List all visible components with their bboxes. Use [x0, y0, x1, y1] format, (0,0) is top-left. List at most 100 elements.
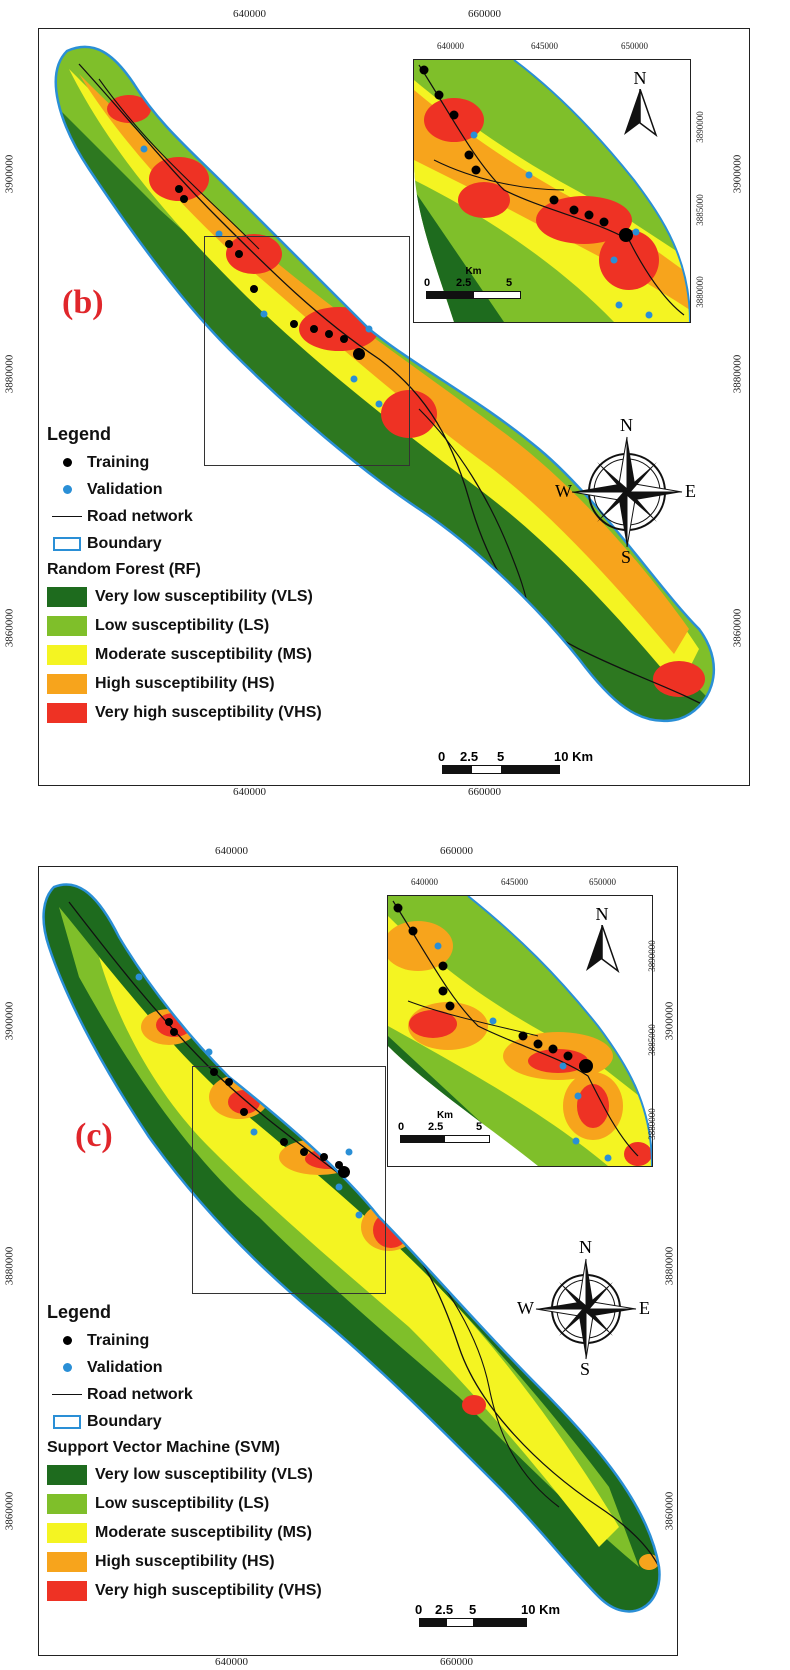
legend-model-title: Support Vector Machine (SVM) — [47, 1439, 280, 1456]
inset-y-tick: 3885000 — [694, 194, 705, 226]
x-tick-top: 640000 — [233, 8, 266, 20]
inset-y-tick: 3880000 — [646, 1108, 657, 1140]
legend-label: Validation — [87, 480, 163, 498]
scale-label: 10 Km — [554, 749, 594, 764]
inset-north-arrow: N — [584, 904, 620, 974]
scale-label: 2.5 — [460, 749, 479, 764]
x-tick-bottom: 660000 — [440, 1656, 473, 1668]
legend-item-boundary: Boundary — [47, 530, 322, 557]
inset-scale-label: 2.5 — [456, 277, 472, 289]
y-tick-left: 3860000 — [3, 608, 16, 648]
legend-class-hs: High susceptibility (HS) — [47, 1547, 322, 1576]
y-tick-right: 3900000 — [663, 1001, 676, 1041]
inset-extent-box — [192, 1066, 386, 1294]
compass-north: N — [620, 415, 633, 435]
inset-scale-label: 5 — [506, 277, 513, 289]
panel-label: (b) — [62, 284, 104, 321]
inset-x-tick: 640000 — [437, 41, 464, 51]
legend-label: Boundary — [87, 534, 162, 552]
legend: Legend Training Validation Road network … — [47, 424, 322, 727]
legend-title: Legend — [47, 1302, 112, 1322]
y-tick-right: 3860000 — [731, 608, 744, 648]
inset-y-tick: 3880000 — [694, 276, 705, 308]
scale-bar: 0 2.5 5 10 Km — [438, 749, 593, 774]
legend-class-ms: Moderate susceptibility (MS) — [47, 640, 322, 669]
legend-item-road: Road network — [47, 503, 322, 530]
inset-scale-label: 0 — [424, 277, 431, 289]
inset-scale-bar: Km 0 2.5 5 — [398, 1110, 490, 1143]
x-tick-top: 660000 — [440, 845, 473, 857]
legend-label: Low susceptibility (LS) — [95, 616, 270, 634]
inset-scale-unit: Km — [436, 1110, 454, 1121]
north-arrow-icon — [624, 88, 658, 138]
scale-label: 5 — [497, 749, 505, 764]
inset-x-tick: 650000 — [589, 877, 616, 887]
x-tick-top: 660000 — [468, 8, 501, 20]
map-frame-b: N Km 0 2.5 5 640000 645000 — [38, 28, 750, 786]
legend-item-validation: Validation — [47, 1354, 322, 1381]
compass-south: S — [621, 547, 632, 567]
inset-y-tick: 3890000 — [646, 940, 657, 972]
y-tick-right: 3880000 — [663, 1246, 676, 1286]
legend-label: High susceptibility (HS) — [95, 674, 275, 692]
inset-y-tick: 3885000 — [646, 1024, 657, 1056]
y-tick-left: 3900000 — [3, 1001, 16, 1041]
y-tick-right: 3900000 — [731, 154, 744, 194]
inset-x-tick: 650000 — [621, 41, 648, 51]
scale-label: 0 — [415, 1602, 423, 1617]
compass-west: W — [555, 481, 572, 501]
inset-north-label: N — [595, 904, 609, 924]
legend-class-vls: Very low susceptibility (VLS) — [47, 1460, 322, 1489]
scale-label: 2.5 — [435, 1602, 454, 1617]
inset-north-label: N — [633, 68, 647, 88]
compass-rose-icon — [535, 1258, 637, 1360]
inset-susceptibility-map-c — [388, 896, 652, 1166]
y-tick-left: 3880000 — [3, 354, 16, 394]
legend-label: Training — [87, 1331, 150, 1349]
x-tick-bottom: 660000 — [468, 786, 501, 798]
x-tick-top: 640000 — [215, 845, 248, 857]
legend-label: Road network — [87, 1385, 193, 1403]
compass-south: S — [580, 1359, 591, 1379]
inset-map-b: N Km 0 2.5 5 — [413, 59, 691, 323]
legend-label: Very high susceptibility (VHS) — [95, 703, 322, 721]
y-tick-left: 3900000 — [3, 154, 16, 194]
legend-label: Very low susceptibility (VLS) — [95, 587, 313, 605]
compass-north: N — [579, 1237, 592, 1257]
inset-x-tick: 645000 — [531, 41, 558, 51]
inset-y-tick: 3890000 — [694, 111, 705, 143]
compass-west: W — [517, 1298, 534, 1318]
map-panel-b: 640000 660000 — [0, 0, 790, 800]
inset-scale-label: 5 — [476, 1121, 483, 1133]
scale-label: 0 — [438, 749, 446, 764]
inset-susceptibility-map-b — [414, 60, 690, 322]
legend-item-boundary: Boundary — [47, 1408, 322, 1435]
legend-label: High susceptibility (HS) — [95, 1552, 275, 1570]
compass-rose-icon — [571, 436, 683, 548]
map-frame-c: N Km 0 2.5 5 640000 645000 650000 — [38, 866, 678, 1656]
compass-east: E — [639, 1298, 650, 1318]
legend-class-vhs: Very high susceptibility (VHS) — [47, 1576, 322, 1605]
legend-item-road: Road network — [47, 1381, 322, 1408]
legend-model-title: Random Forest (RF) — [47, 561, 201, 578]
legend-label: Moderate susceptibility (MS) — [95, 645, 312, 663]
legend: Legend Training Validation Road network … — [47, 1302, 322, 1605]
inset-x-tick: 640000 — [411, 877, 438, 887]
legend-label: Validation — [87, 1358, 163, 1376]
y-tick-right: 3860000 — [663, 1491, 676, 1531]
inset-map-c: N Km 0 2.5 5 — [387, 895, 653, 1167]
x-tick-bottom: 640000 — [215, 1656, 248, 1668]
legend-label: Low susceptibility (LS) — [95, 1494, 270, 1512]
legend-label: Road network — [87, 507, 193, 525]
legend-label: Very high susceptibility (VHS) — [95, 1581, 322, 1599]
legend-label: Very low susceptibility (VLS) — [95, 1465, 313, 1483]
compass-rose: N S W E — [555, 415, 697, 567]
inset-scale-label: 0 — [398, 1121, 405, 1133]
x-tick-bottom: 640000 — [233, 786, 266, 798]
legend-class-ls: Low susceptibility (LS) — [47, 1489, 322, 1518]
legend-class-vls: Very low susceptibility (VLS) — [47, 582, 322, 611]
legend-class-hs: High susceptibility (HS) — [47, 669, 322, 698]
north-arrow-icon — [586, 924, 620, 974]
legend-class-ms: Moderate susceptibility (MS) — [47, 1518, 322, 1547]
legend-class-vhs: Very high susceptibility (VHS) — [47, 698, 322, 727]
